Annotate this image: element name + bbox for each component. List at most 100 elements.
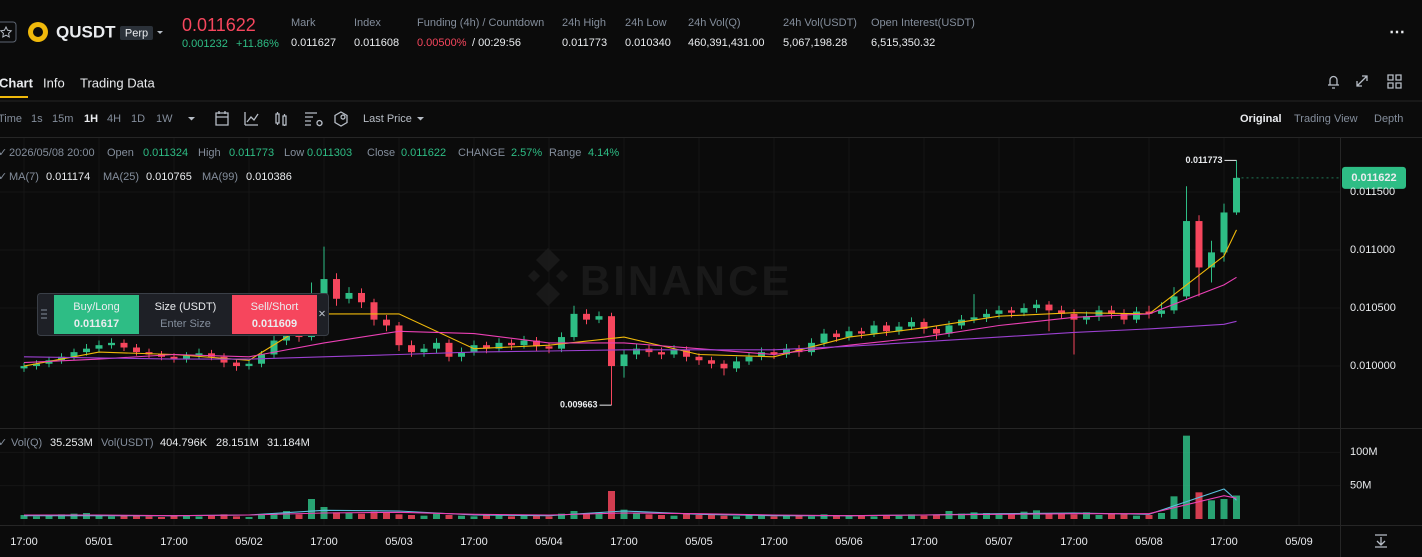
view-option-active[interactable]: Original (1240, 113, 1282, 125)
buy-button[interactable] (54, 295, 139, 334)
size-input[interactable]: Enter Size (160, 318, 211, 330)
volume-bar (1195, 492, 1203, 519)
stat-label: Mark (291, 17, 316, 29)
settings-list-icon[interactable] (305, 112, 323, 127)
interval-active[interactable]: 1H (84, 113, 98, 125)
candle-body (108, 342, 115, 346)
volume-bar (333, 512, 340, 519)
stat-value: / 00:29:56 (472, 37, 521, 49)
candle-body (1220, 212, 1228, 253)
drag-handle[interactable] (41, 309, 47, 319)
volume-bar (370, 511, 378, 519)
view-option[interactable]: Trading View (1294, 113, 1358, 125)
volume-bar (1070, 514, 1078, 519)
x-tick-label: 17:00 (760, 536, 788, 548)
symbol[interactable]: QUSDT (56, 22, 116, 41)
price-change-pct: +11.86% (236, 38, 279, 50)
settings-icon[interactable] (334, 111, 348, 127)
candle-body (45, 360, 53, 364)
indicator-icon[interactable] (244, 112, 259, 126)
interval[interactable]: 4H (107, 113, 121, 125)
x-tick-label: 17:00 (1060, 536, 1088, 548)
interval[interactable]: 15m (52, 113, 73, 125)
volume-bar (995, 513, 1003, 519)
view-option[interactable]: Depth (1374, 113, 1403, 125)
candle-body (395, 325, 403, 346)
interval[interactable]: 1s (31, 113, 43, 125)
interval[interactable]: Time (0, 113, 22, 125)
ohlc-value: 0.011622 (401, 147, 446, 159)
candle-body (383, 319, 390, 326)
ohlc-label: Open (107, 147, 134, 159)
volume-bar (520, 515, 528, 519)
candle-body (645, 348, 653, 353)
favorite-button[interactable] (0, 21, 17, 43)
buy-price[interactable]: 0.011617 (74, 318, 119, 330)
volume-bar (795, 515, 803, 519)
volume-bar (895, 515, 903, 519)
legend-toggle[interactable]: ✓ (0, 147, 7, 159)
volume-bar (58, 514, 65, 519)
x-tick-label: 05/01 (85, 536, 113, 548)
candle-body (133, 347, 140, 353)
calendar-icon[interactable] (215, 111, 229, 126)
x-tick-label: 05/09 (1285, 536, 1313, 548)
volume-bar (920, 515, 928, 519)
stat-value: 5,067,198.28 (783, 37, 847, 49)
ma-value: 0.010386 (246, 171, 292, 183)
alert-icon[interactable] (1328, 75, 1339, 89)
candle-body (233, 362, 240, 367)
candle-body (33, 363, 40, 367)
sell-label[interactable]: Sell/Short (251, 301, 299, 313)
candle-body (1058, 310, 1065, 314)
interval[interactable]: 1W (156, 113, 173, 125)
price-type[interactable]: Last Price (363, 113, 412, 125)
ohlc-value: 2.57% (511, 147, 542, 159)
volume-bar (45, 515, 53, 519)
volume-bar (1020, 511, 1028, 519)
buy-label[interactable]: Buy/Long (73, 301, 119, 313)
interval[interactable]: 1D (131, 113, 145, 125)
close-widget[interactable] (319, 310, 325, 317)
candle-body (320, 279, 328, 297)
scroll-to-latest[interactable] (1375, 534, 1387, 548)
volume-bar (295, 514, 303, 519)
chart-type-icon[interactable] (275, 112, 287, 126)
vol-ma-line (24, 495, 1237, 517)
volume-bar (1208, 500, 1215, 519)
legend-toggle[interactable]: ✓ (0, 437, 7, 449)
tab[interactable]: Trading Data (80, 75, 155, 90)
layout-icon[interactable] (1387, 74, 1402, 89)
candle-body (1133, 311, 1140, 320)
price-type-dropdown[interactable] (417, 117, 424, 121)
y-tick-label: 0.010500 (1350, 302, 1396, 314)
symbol-dropdown[interactable] (157, 31, 163, 34)
interval-dropdown[interactable] (188, 117, 195, 121)
volume-bar (833, 515, 840, 519)
volume-bar (170, 515, 178, 519)
vol-ma-value: 28.151M (216, 437, 259, 449)
stat-label: 24h Vol(Q) (688, 17, 741, 29)
fullscreen-icon[interactable] (1356, 75, 1368, 87)
volume-bar (308, 499, 315, 519)
tab[interactable]: Info (43, 75, 65, 90)
volume-bar (658, 515, 665, 519)
volume-bar (220, 514, 228, 519)
candle-body (945, 325, 953, 334)
candle-body (333, 279, 340, 299)
sell-button[interactable] (232, 295, 317, 334)
volume-bar (758, 515, 765, 519)
sell-price[interactable]: 0.011609 (252, 318, 297, 330)
candle-body (733, 361, 740, 369)
tab[interactable]: Chart (0, 75, 34, 90)
volume-bar (820, 514, 828, 519)
volume-bar (1008, 514, 1015, 519)
volume-bar (1183, 435, 1190, 519)
more-menu[interactable]: ⋯ (1389, 24, 1405, 41)
candle-body (358, 292, 365, 303)
ma-label: MA(25) (103, 171, 139, 183)
vol-ma-value: 31.184M (267, 437, 310, 449)
candle-body (745, 356, 753, 362)
candle-body (95, 345, 103, 349)
legend-toggle[interactable]: ✓ (0, 171, 7, 183)
